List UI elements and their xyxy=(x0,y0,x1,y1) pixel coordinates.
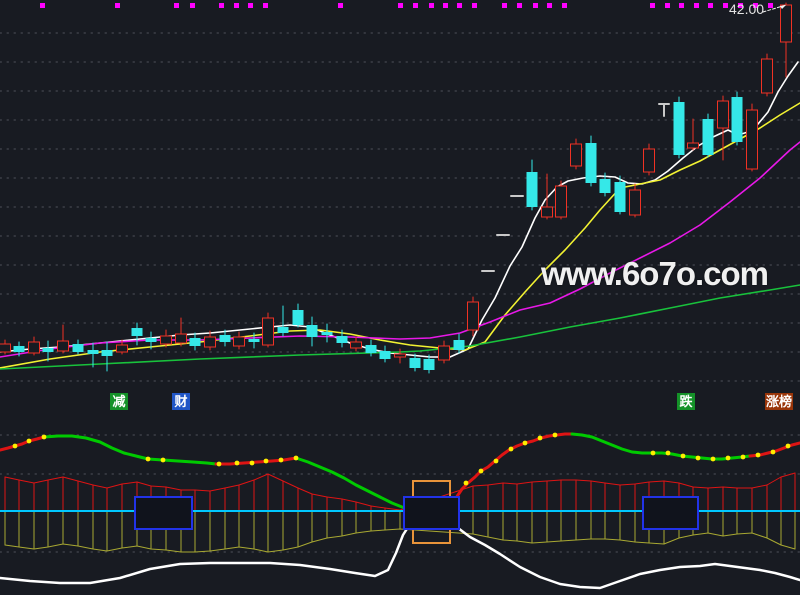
signal-boxes xyxy=(134,480,699,544)
badge-die: 跌 xyxy=(677,393,695,410)
badge-zhangbang: 涨榜 xyxy=(765,393,794,410)
candles xyxy=(0,2,792,374)
badge-jian: 减 xyxy=(110,393,128,410)
indicator-panel xyxy=(0,432,800,590)
histogram-bars xyxy=(4,472,796,553)
watermark: www.6o7o.com xyxy=(541,255,769,292)
price-arrow xyxy=(762,4,787,13)
main-panel xyxy=(0,2,800,382)
grid-lines xyxy=(0,32,800,382)
indicator-grid-lines xyxy=(0,434,800,553)
signal-dots xyxy=(12,432,791,486)
price-label: 42.00 xyxy=(729,1,765,17)
badge-cai: 财 xyxy=(172,393,190,410)
top-markers xyxy=(40,3,773,8)
